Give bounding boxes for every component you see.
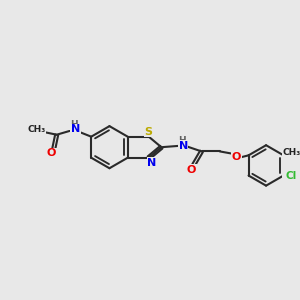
Text: N: N xyxy=(148,158,157,168)
Text: CH₃: CH₃ xyxy=(283,148,300,157)
Text: N: N xyxy=(71,124,80,134)
Text: O: O xyxy=(187,165,196,175)
Text: Cl: Cl xyxy=(286,170,297,181)
Text: H: H xyxy=(70,120,77,129)
Text: CH₃: CH₃ xyxy=(27,125,46,134)
Text: N: N xyxy=(178,141,188,151)
Text: H: H xyxy=(178,136,186,145)
Text: S: S xyxy=(145,127,153,136)
Text: O: O xyxy=(47,148,56,158)
Text: O: O xyxy=(232,152,241,162)
